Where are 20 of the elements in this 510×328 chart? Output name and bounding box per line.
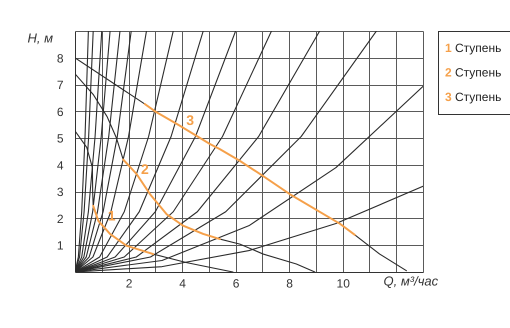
y-axis-title: H, м xyxy=(28,30,54,46)
text: 2 Ступень xyxy=(445,66,502,80)
y-tick-label: 1 xyxy=(56,238,64,253)
text: 1 Ступень xyxy=(445,41,502,56)
y-tick-label: 3 xyxy=(56,185,64,200)
annotation: 3 xyxy=(186,112,194,128)
x-tick-label: 6 xyxy=(232,276,240,290)
x-tick-label: 4 xyxy=(179,276,186,290)
x-axis-title: Q, м³/час xyxy=(384,274,439,288)
y-tick-label: 6 xyxy=(56,104,64,119)
y-tick-label: 7 xyxy=(56,78,64,92)
y-tick-label: 2 xyxy=(56,212,64,226)
annotation: 2 xyxy=(140,161,149,178)
x-tick-label: 8 xyxy=(286,276,294,290)
y-tick-label: 8 xyxy=(56,51,64,66)
text: 3 Ступень xyxy=(445,90,502,104)
y-tick-label: 5 xyxy=(56,132,64,146)
y-tick-label: 4 xyxy=(56,158,64,172)
x-tick-label: 2 xyxy=(126,276,133,290)
x-tick-label: 10 xyxy=(336,276,350,290)
